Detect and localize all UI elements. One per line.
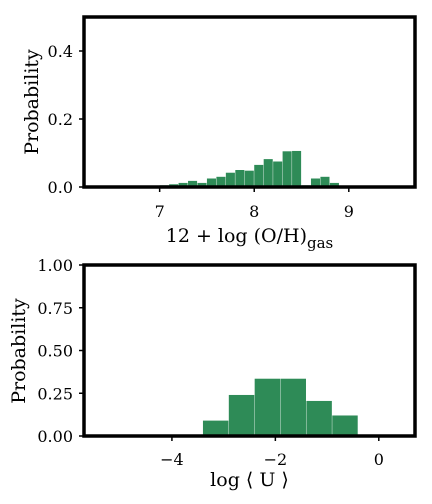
metallicity-histogram-panel: 0.0 0.2 0.4 7 8 9 Probability 12 + log (O/H)gas [21,15,417,252]
y-tick-label: 0.50 [37,342,73,361]
histogram-bar [310,178,321,187]
x-axis-label: 12 + log (O/H)gas [166,225,334,252]
histogram-bar [320,176,330,187]
x-axis-label: log ⟨ U ⟩ [210,469,289,491]
ionization-histogram-panel: 0.00 0.25 0.50 0.75 1.00 −4 −2 0 Probability log … [8,256,417,491]
histogram-bar [254,378,281,436]
y-tick-label: 0.0 [48,178,73,197]
x-tick-label: 0 [374,450,384,469]
y-tick-label: 1.00 [37,256,73,275]
histogram-bar [235,170,245,187]
histogram-bar [280,378,306,436]
histogram-bar [197,182,207,187]
histogram-bar [254,164,264,187]
histogram-bar [225,172,235,187]
y-tick-label: 0.2 [48,110,73,129]
histogram-bar [306,400,332,436]
histogram-bar [273,161,283,187]
y-axis-label: Probability [21,49,43,155]
histogram-bar [244,170,254,187]
histogram-bar [202,420,229,436]
plot-frame [82,15,417,189]
y-tick-label: 0.00 [37,427,73,446]
y-tick-label: 0.75 [37,299,73,318]
histogram-bar [263,159,273,187]
histogram-bar [188,180,198,187]
x-tick-label: 8 [249,202,259,221]
histogram-bar [332,415,358,436]
x-tick-label: 7 [155,202,165,221]
histogram-bar [282,151,292,187]
histogram-bar [228,394,255,436]
x-tick-label: 9 [344,202,354,221]
histogram-bar [216,176,226,187]
histogram-bar [292,150,302,187]
histogram-bar [206,178,216,187]
x-tick-label: −4 [160,450,184,469]
x-axis-label-subscript: gas [307,234,333,252]
y-tick-label: 0.25 [37,384,73,403]
histogram-bar [178,182,188,187]
y-tick-label: 0.4 [48,42,73,61]
y-axis-label: Probability [8,298,30,404]
x-tick-label: −2 [264,450,288,469]
histogram-bar [329,182,339,187]
